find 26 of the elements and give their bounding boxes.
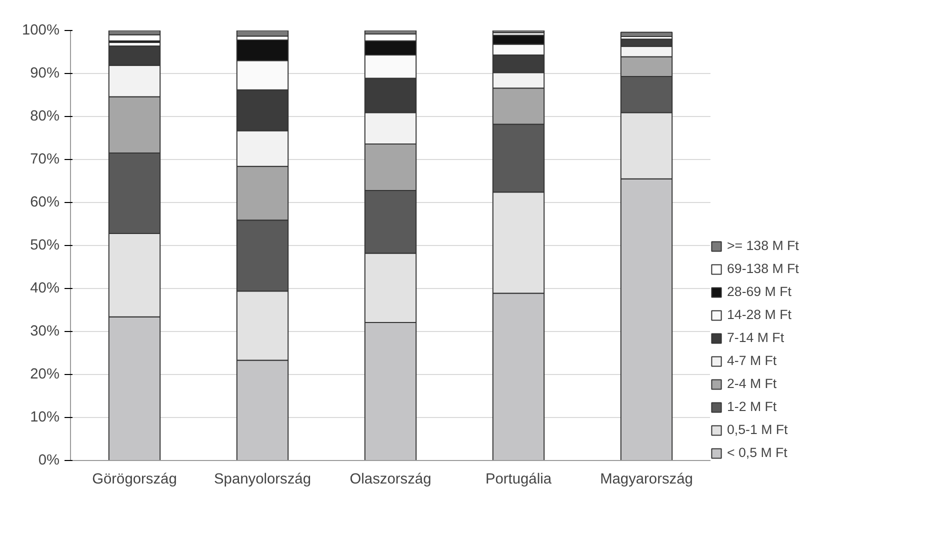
y-tick-label: 90%	[30, 66, 60, 82]
y-tick-label: 70%	[30, 152, 60, 168]
y-tick-label: 10%	[30, 410, 60, 426]
legend-label: 69-138 M Ft	[727, 261, 800, 276]
y-tick-label: 80%	[30, 108, 60, 124]
x-tick-label: Olaszország	[350, 472, 432, 488]
y-tick-label: 60%	[30, 194, 60, 210]
x-tick-label: Spanyolország	[214, 472, 311, 488]
legend-label: 2-4 M Ft	[727, 376, 778, 391]
legend-label: < 0,5 M Ft	[727, 445, 788, 460]
legend-label: 1-2 M Ft	[727, 399, 778, 414]
legend-label: 28-69 M Ft	[727, 284, 792, 299]
y-tick-label: 0%	[38, 452, 60, 468]
legend-label: >= 138 M Ft	[727, 238, 800, 253]
y-tick-label: 30%	[30, 324, 60, 340]
y-tick-label: 20%	[30, 366, 60, 382]
y-tick-label: 100%	[22, 22, 60, 38]
legend-label: 14-28 M Ft	[727, 307, 792, 322]
y-tick-label: 50%	[30, 238, 60, 254]
y-tick-label: 40%	[30, 280, 60, 296]
x-tick-label: Magyarország	[600, 472, 693, 488]
legend-label: 0,5-1 M Ft	[727, 422, 789, 437]
x-tick-label: Portugália	[486, 472, 552, 488]
legend-label: 4-7 M Ft	[727, 353, 778, 368]
legend-label: 7-14 M Ft	[727, 330, 786, 345]
x-tick-label: Görögország	[92, 472, 177, 488]
